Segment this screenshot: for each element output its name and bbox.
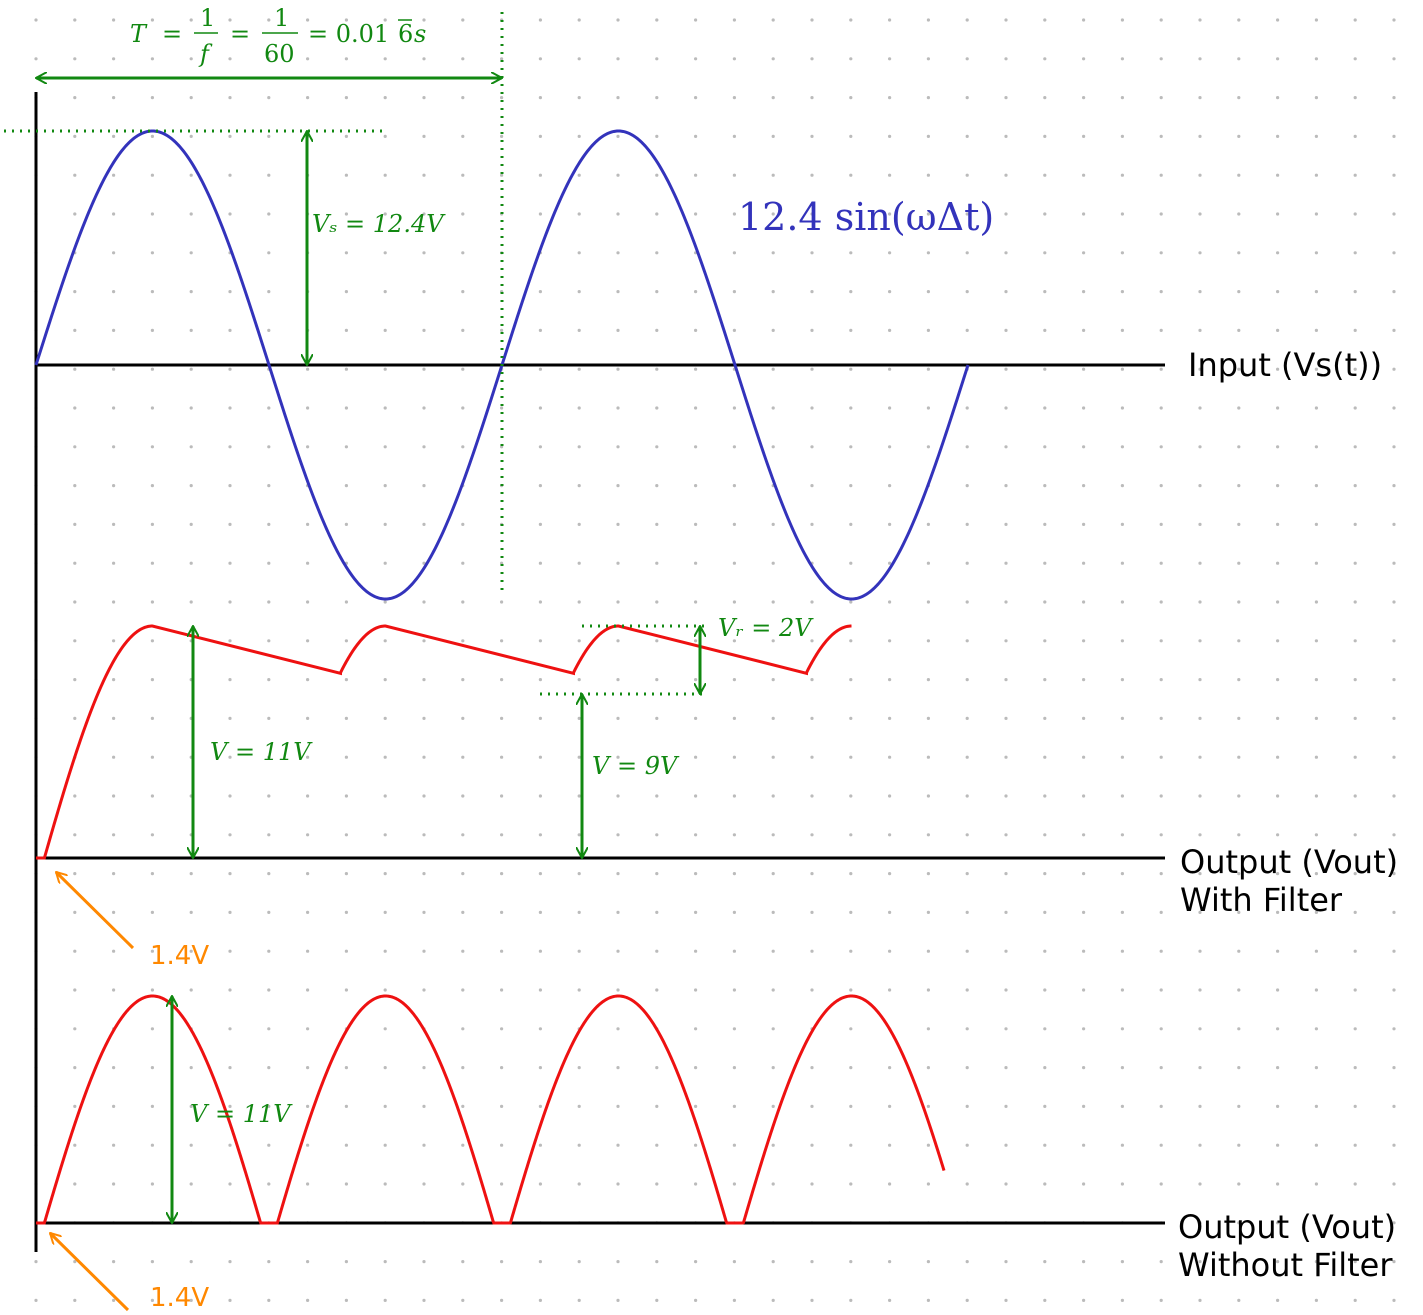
input-formula: 12.4 sin(ωΔt) bbox=[738, 195, 994, 239]
diode-drop-arrow-nofilter bbox=[50, 1233, 130, 1312]
ripple-label: Vᵣ = 2V bbox=[718, 614, 814, 642]
svg-text:T: T bbox=[130, 20, 148, 48]
filter-min-label: V = 9V bbox=[592, 752, 680, 780]
svg-text:6: 6 bbox=[398, 20, 413, 48]
diode-drop-label-nofilter: 1.4V bbox=[150, 1283, 209, 1313]
filter-axis-label-line2: With Filter bbox=[1180, 881, 1343, 919]
svg-text:1: 1 bbox=[200, 4, 215, 32]
diode-drop-arrow-filter bbox=[56, 872, 135, 950]
filter-peak-label: V = 11V bbox=[210, 738, 313, 766]
vs-peak-label: Vₛ = 12.4V bbox=[312, 210, 446, 238]
filter-axis-label-line1: Output (Vout) bbox=[1180, 843, 1398, 881]
svg-text:=: = bbox=[230, 20, 250, 48]
svg-text:s: s bbox=[414, 20, 426, 48]
unfiltered-output-wave bbox=[36, 994, 946, 1225]
svg-text:=: = bbox=[162, 20, 182, 48]
input-axis-label: Input (Vs(t)) bbox=[1188, 346, 1382, 384]
nofilter-axis-label-line2: Without Filter bbox=[1178, 1246, 1393, 1284]
svg-text:= 0.01: = 0.01 bbox=[308, 20, 389, 48]
svg-text:1: 1 bbox=[274, 4, 289, 32]
svg-text:f: f bbox=[198, 40, 213, 68]
svg-text:60: 60 bbox=[264, 40, 295, 68]
period-label: T = 1 f = 1 60 = 0.01 6 s bbox=[130, 4, 426, 68]
nofilter-peak-label: V = 11V bbox=[190, 1100, 293, 1128]
nofilter-axis-label-line1: Output (Vout) bbox=[1178, 1208, 1396, 1246]
filtered-output-wave bbox=[36, 624, 852, 860]
diode-drop-label-filter: 1.4V bbox=[150, 941, 209, 971]
